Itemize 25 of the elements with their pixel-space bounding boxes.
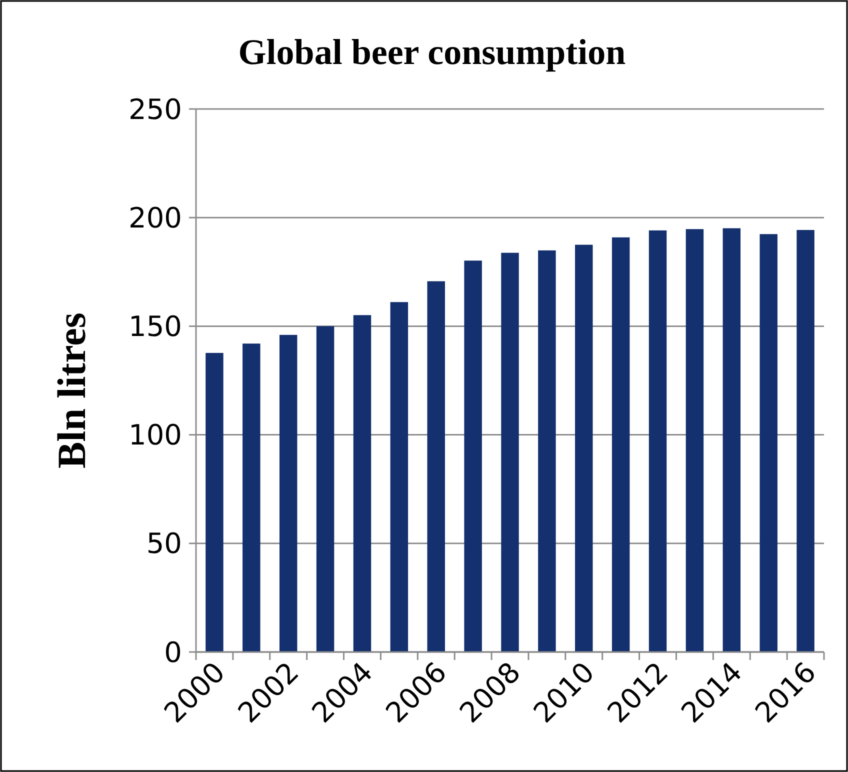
bar (242, 344, 260, 652)
bar (427, 281, 445, 652)
bar (538, 250, 556, 652)
bar (390, 302, 408, 652)
y-tick-label: 0 (164, 636, 182, 669)
y-tick-label: 250 (128, 92, 182, 126)
bar (206, 352, 224, 652)
bar (316, 326, 334, 652)
bar (612, 237, 630, 652)
bar (464, 260, 482, 652)
y-axis-title: Bln litres (49, 312, 94, 468)
bar (686, 229, 704, 652)
bar (796, 230, 814, 652)
bar (575, 244, 593, 652)
bar (279, 334, 298, 652)
y-tick-label: 150 (128, 310, 182, 343)
bar (648, 230, 667, 652)
bar (501, 252, 519, 652)
chart-title: Global beer consumption (238, 32, 626, 72)
y-tick-label: 200 (128, 201, 182, 234)
bar (760, 234, 778, 652)
y-tick-label: 50 (146, 527, 182, 560)
bar (722, 228, 741, 652)
y-tick-label: 100 (128, 418, 182, 452)
bar (353, 315, 372, 652)
